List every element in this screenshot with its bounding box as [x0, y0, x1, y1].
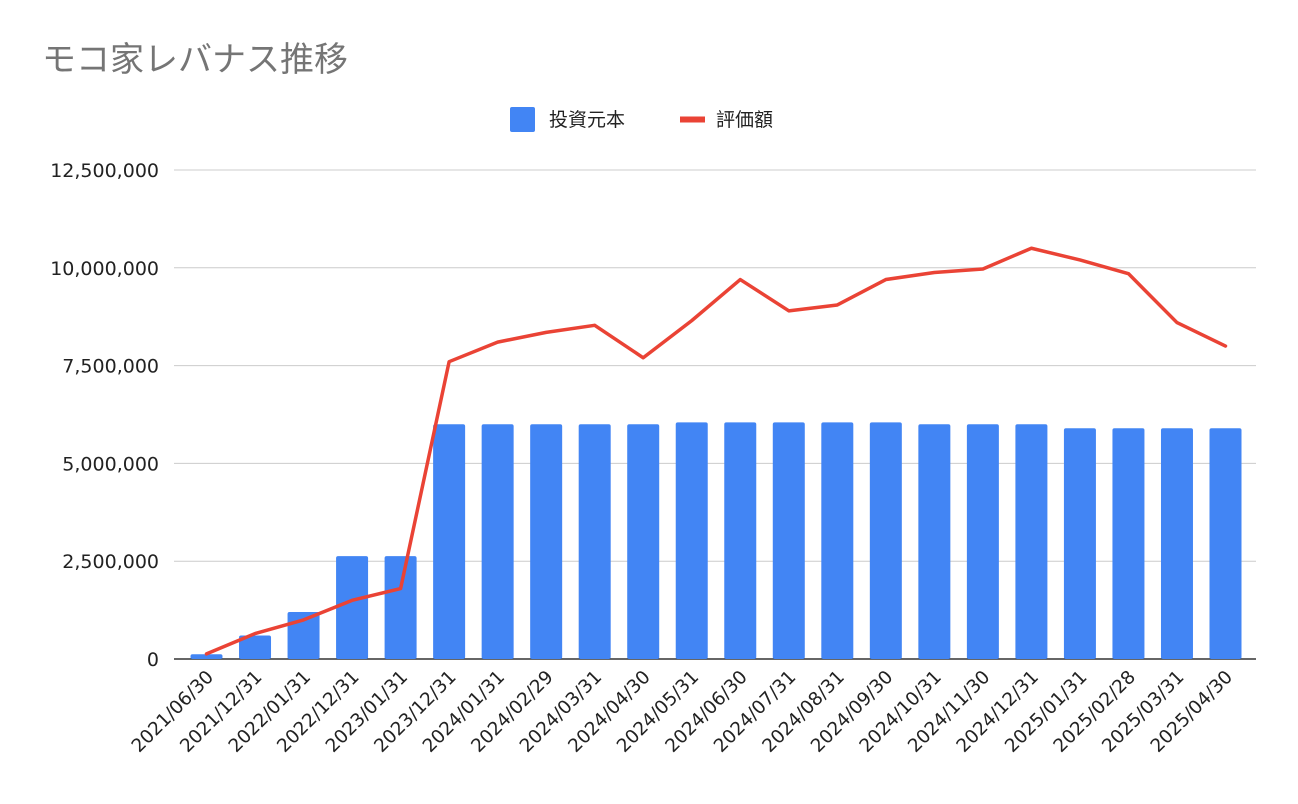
bar — [578, 424, 611, 659]
bar — [433, 424, 466, 659]
bar — [772, 422, 805, 659]
bar — [821, 422, 854, 659]
bar — [869, 422, 902, 659]
bar — [627, 424, 660, 659]
legend-swatch-investment — [510, 107, 535, 132]
bar-series-investment — [190, 422, 1242, 659]
line-series-valuation — [204, 246, 1228, 656]
y-tick-label: 7,500,000 — [62, 356, 159, 378]
y-tick-label: 2,500,000 — [62, 551, 159, 573]
y-tick-label: 5,000,000 — [62, 453, 159, 475]
legend-label-investment: 投資元本 — [549, 109, 625, 131]
y-tick-label: 12,500,000 — [50, 160, 159, 182]
x-axis-ticks: 2021/06/302021/12/312022/01/312022/12/31… — [128, 667, 1237, 757]
bar — [190, 654, 223, 659]
legend: 投資元本 評価額 — [510, 107, 773, 132]
legend-label-valuation: 評価額 — [716, 109, 773, 131]
legend-swatch-valuation — [680, 116, 705, 123]
y-tick-label: 10,000,000 — [50, 258, 159, 280]
bar — [724, 422, 757, 659]
valuation-line — [204, 246, 1228, 656]
bar — [336, 556, 369, 659]
bar — [481, 424, 514, 659]
y-axis-ticks: 0 2,500,000 5,000,000 7,500,000 10,000,000 12… — [50, 160, 159, 671]
bar — [1209, 428, 1242, 659]
bar — [384, 556, 417, 659]
y-tick-label: 0 — [147, 649, 159, 671]
bar — [918, 424, 951, 659]
bar — [966, 424, 999, 659]
bar — [530, 424, 563, 659]
bar — [1160, 428, 1193, 659]
chart-title: モコ家レバナス推移 — [42, 40, 348, 80]
bar — [1015, 424, 1048, 659]
bar — [675, 422, 708, 659]
bar — [239, 635, 272, 659]
bar — [1112, 428, 1145, 659]
bar — [1063, 428, 1096, 659]
